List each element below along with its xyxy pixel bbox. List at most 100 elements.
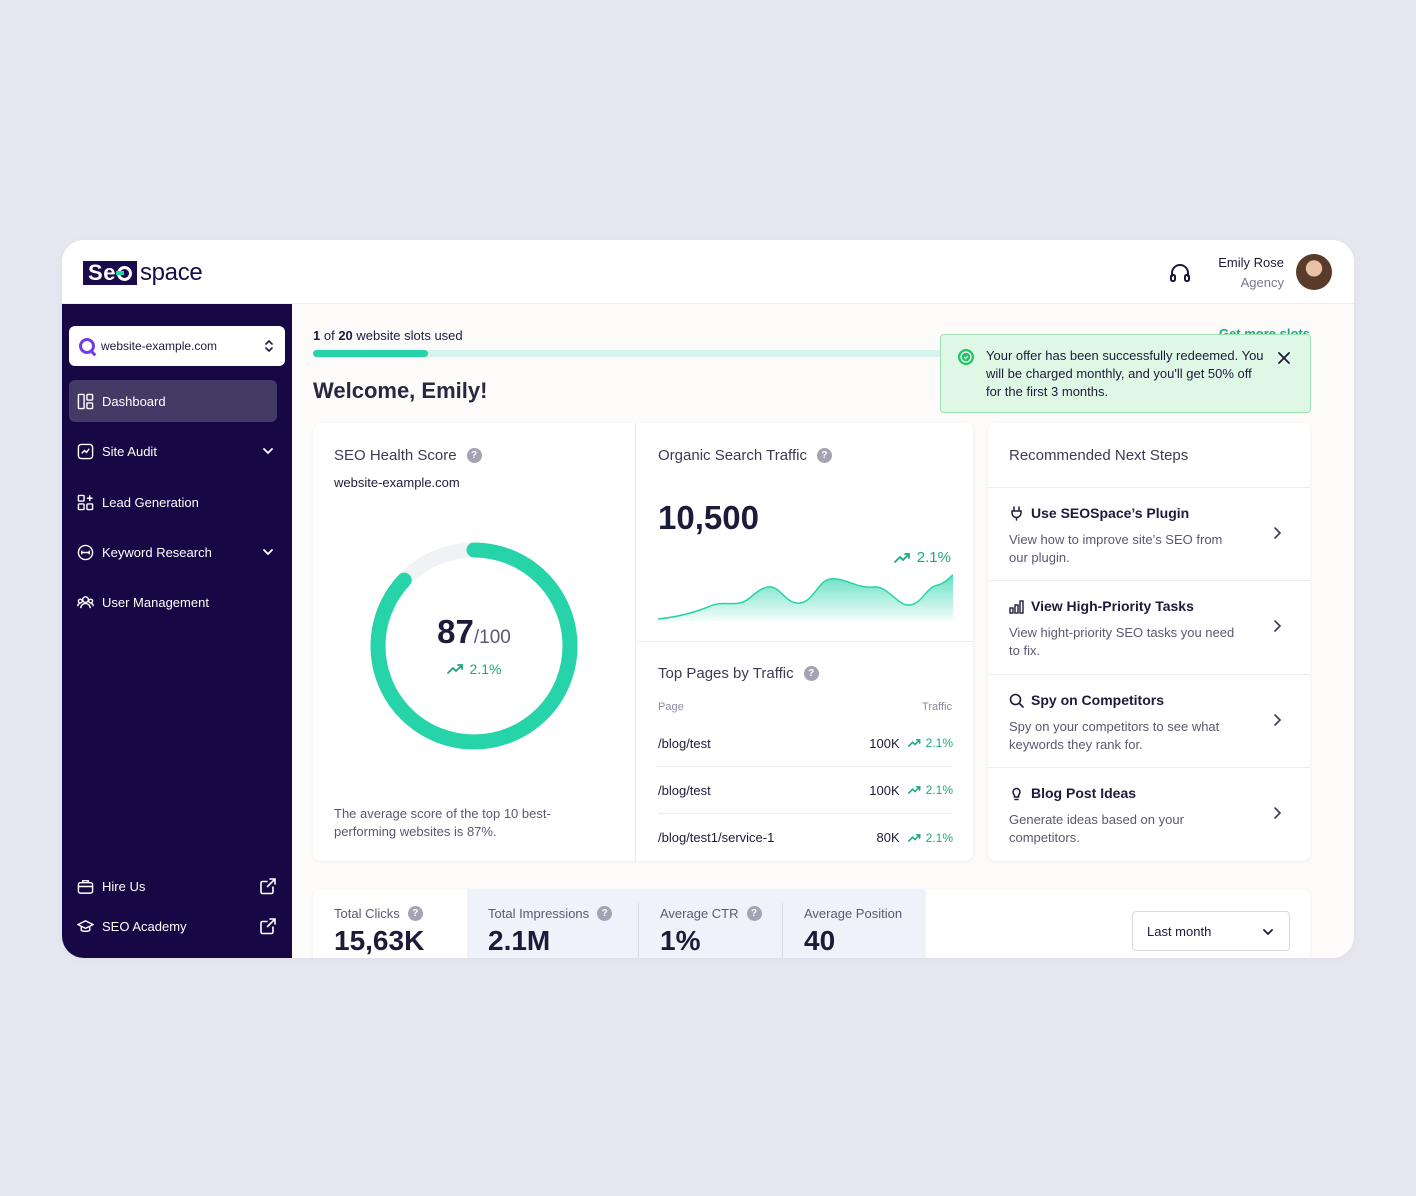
page-traffic: 100K [869, 782, 900, 798]
step-title: Blog Post Ideas [1009, 785, 1136, 801]
card-title: SEO Health Score? [334, 447, 482, 464]
stat-value: 40 [804, 925, 836, 956]
divider [988, 767, 1310, 768]
sidebar-item-label: Lead Generation [102, 494, 199, 510]
card-title: Recommended Next Steps [1009, 447, 1189, 464]
table-row[interactable]: /blog/test 100K 2.1% [658, 720, 953, 767]
trend-up-icon [907, 786, 921, 794]
briefcase-icon [77, 879, 94, 894]
sidebar-item-dashboard[interactable]: Dashboard [69, 380, 277, 422]
search-icon [1009, 693, 1024, 708]
chevron-down-icon[interactable] [261, 545, 275, 559]
avatar[interactable] [1296, 254, 1332, 290]
step-description: Spy on your competitors to see what keyw… [1009, 719, 1220, 752]
sidebar-item-seo-academy[interactable]: SEO Academy [69, 905, 277, 947]
external-link-icon[interactable] [259, 877, 277, 895]
help-icon[interactable]: ? [597, 906, 613, 921]
step-description: View how to improve site’s SEO from our … [1009, 532, 1223, 565]
stat-value: 15,63K [334, 925, 425, 956]
sidebar-item-label: Dashboard [102, 393, 166, 409]
sidebar-item-lead-generation[interactable]: Lead Generation [69, 481, 277, 523]
help-icon[interactable]: ? [407, 906, 423, 921]
stat-average-ctr: Average CTR? 1% [639, 889, 783, 958]
page-path: /blog/test1/service-1 [658, 830, 775, 845]
help-icon[interactable]: ? [803, 666, 819, 681]
health-score-arc [370, 542, 578, 750]
help-icon[interactable]: ? [746, 906, 762, 921]
chevron-down-icon[interactable] [261, 444, 275, 458]
chevron-right-icon [1274, 714, 1282, 726]
health-note: The average score of the top 10 best-per… [334, 806, 551, 839]
table-row[interactable]: /blog/test1/service-1 80K 2.1% [658, 814, 953, 861]
divider [782, 903, 783, 958]
sidebar-item-hire-us[interactable]: Hire Us [69, 865, 277, 907]
sidebar: website-example.com Dashboard Site Audit… [62, 304, 292, 958]
user-name[interactable]: Emily Rose [1218, 255, 1284, 270]
chevron-right-icon [1274, 527, 1282, 539]
health-score-donut [370, 542, 578, 750]
step-blog-ideas[interactable]: Blog Post Ideas Generate ideas based on … [988, 768, 1310, 861]
stats-bar: Total Clicks? 15,63K Total Impressions? … [313, 889, 1310, 958]
step-title: View High-Priority Tasks [1009, 598, 1194, 614]
stat-value: 2.1M [488, 925, 551, 956]
seo-health-card: SEO Health Score? website-example.com 87… [313, 423, 635, 861]
card-title: Organic Search Traffic? [658, 447, 832, 464]
toast-message: Your offer has been successfully redeeme… [986, 348, 1264, 399]
external-link-icon[interactable] [259, 917, 277, 935]
step-description: View hight-priority SEO tasks you need t… [1009, 625, 1235, 658]
traffic-trend: 2.1% [893, 549, 951, 566]
sidebar-item-label: Keyword Research [102, 544, 212, 560]
help-icon[interactable]: ? [466, 448, 482, 463]
sidebar-item-label: User Management [102, 594, 209, 610]
next-steps-card: Recommended Next Steps Use SEOSpace’s Pl… [988, 423, 1310, 861]
success-toast: Your offer has been successfully redeeme… [940, 334, 1311, 413]
help-icon[interactable]: ? [816, 448, 832, 463]
stat-average-position: Average Position 40 [783, 889, 926, 958]
check-circle-icon [958, 349, 974, 365]
trend-up-icon [907, 833, 921, 842]
table-row[interactable]: /blog/test 100K 2.1% [658, 767, 953, 814]
column-header-page: Page [658, 701, 684, 713]
page-trend: 2.1% [907, 783, 953, 797]
sidebar-item-keyword-research[interactable]: Keyword Research [69, 531, 277, 573]
stat-total-clicks: Total Clicks? 15,63K [313, 889, 467, 958]
sidebar-item-user-management[interactable]: User Management [69, 581, 277, 623]
step-high-priority-tasks[interactable]: View High-Priority Tasks View hight-prio… [988, 581, 1310, 674]
period-select-value: Last month [1147, 923, 1212, 939]
stat-label: Total Impressions? [488, 906, 613, 921]
health-trend: 2.1% [313, 661, 635, 677]
headset-icon[interactable] [1168, 261, 1192, 285]
divider [988, 580, 1310, 581]
stat-label: Total Clicks? [334, 906, 423, 921]
stat-value: 1% [660, 925, 701, 956]
health-site: website-example.com [334, 475, 460, 490]
stat-label: Average Position [804, 906, 903, 921]
step-spy-competitors[interactable]: Spy on Competitors Spy on your competito… [988, 675, 1310, 768]
step-title: Use SEOSpace’s Plugin [1009, 505, 1189, 521]
page-path: /blog/test [658, 735, 711, 751]
page-trend: 2.1% [907, 831, 953, 845]
site-selector[interactable]: website-example.com [69, 326, 285, 366]
trend-up-icon [893, 552, 910, 563]
chevron-right-icon [1274, 807, 1282, 819]
plug-icon [1011, 505, 1022, 521]
dashboard-icon [77, 393, 94, 409]
close-icon[interactable] [1276, 350, 1292, 366]
main-content: 1 of 20 website slots used Get more slot… [292, 304, 1354, 958]
sidebar-item-label: SEO Academy [102, 918, 187, 934]
sidebar-item-site-audit[interactable]: Site Audit [69, 430, 277, 472]
page-traffic: 100K [869, 735, 900, 751]
page-traffic: 80K [876, 830, 900, 845]
site-logo-icon [79, 338, 95, 354]
chevron-right-icon [1274, 620, 1282, 632]
user-role: Agency [1240, 275, 1284, 290]
trend-up-icon [446, 664, 463, 674]
chevron-up-down-icon [265, 339, 273, 353]
slots-progress-bar [313, 350, 1310, 357]
period-select[interactable]: Last month [1132, 911, 1290, 951]
trend-up-icon [907, 739, 921, 747]
step-plugin[interactable]: Use SEOSpace’s Plugin View how to improv… [988, 488, 1310, 581]
stat-label: Average CTR? [660, 906, 762, 921]
